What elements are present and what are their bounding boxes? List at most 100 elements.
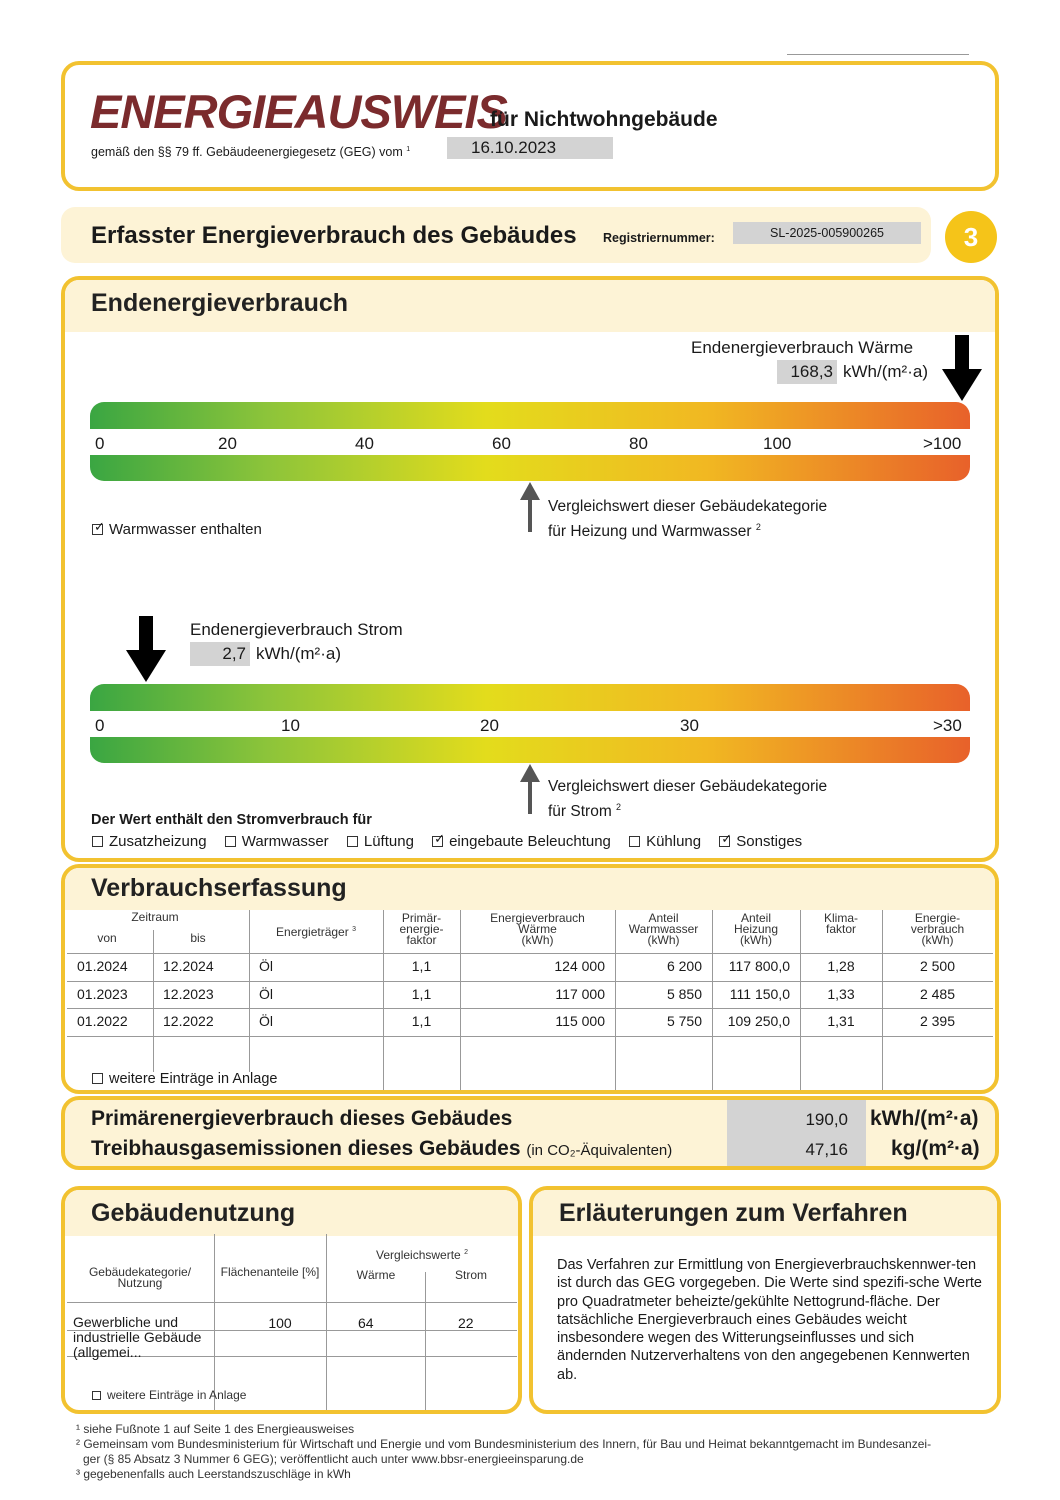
- strom-label: Endenergieverbrauch Strom: [190, 620, 403, 639]
- waerme-compare: Vergleichswert dieser Gebäudekategorie f…: [548, 496, 827, 542]
- footnote-ref: 3: [352, 926, 356, 933]
- table-cell: 115 000: [555, 1013, 605, 1029]
- table-cell: 12.2024: [163, 958, 214, 974]
- option-label: Kühlung: [646, 833, 702, 850]
- checkbox-icon: [92, 1391, 101, 1400]
- strom-tick: 0: [95, 716, 105, 735]
- arrow-down-icon: [126, 616, 166, 682]
- warmwasser-label: Warmwasser enthalten: [109, 521, 262, 538]
- erlaeuterung-title: Erläuterungen zum Verfahren: [559, 1199, 908, 1227]
- endenergie-header: [65, 280, 995, 332]
- divider: [67, 1036, 993, 1037]
- table-cell: 1,1: [411, 986, 432, 1002]
- strom-scale-bar-bottom: [90, 737, 970, 763]
- table-cell: 1,28: [827, 958, 855, 974]
- option-zusatzheizung[interactable]: Zusatzheizung: [92, 833, 207, 850]
- divider: [615, 910, 616, 1090]
- divider: [326, 1234, 327, 1410]
- arrow-down-icon: [942, 335, 982, 401]
- endenergie-title: Endenergieverbrauch: [91, 289, 349, 317]
- table-cell: Öl: [259, 958, 273, 974]
- nutzung-waerme: 64: [358, 1315, 374, 1331]
- option-warmwasser[interactable]: Warmwasser: [224, 833, 329, 850]
- table-cell: Öl: [259, 986, 273, 1002]
- nutzung-more-checkbox[interactable]: weitere Einträge in Anlage: [92, 1388, 246, 1402]
- footnote: ¹ siehe Fußnote 1 auf Seite 1 des Energi…: [76, 1422, 355, 1436]
- header-vergleich: Vergleichswerte 2: [327, 1247, 517, 1261]
- option-kuehlung[interactable]: Kühlung: [629, 833, 701, 850]
- checkbox-icon: [224, 836, 236, 847]
- strom-tick: 10: [281, 716, 300, 735]
- footnote-ref: 2: [755, 522, 761, 532]
- checkbox-checked-icon: ✓: [92, 519, 105, 535]
- checkbox-icon: [629, 836, 641, 847]
- compare-line1: Vergleichswert dieser Gebäudekategorie: [548, 498, 828, 515]
- option-label: Warmwasser: [241, 833, 329, 850]
- page-number-badge: 3: [945, 211, 997, 263]
- document-subtitle: für Nichtwohngebäude: [490, 108, 718, 131]
- table-cell: 124 000: [554, 958, 605, 974]
- table-cell: 1,33: [827, 986, 855, 1002]
- divider: [882, 910, 883, 1090]
- verbrauch-title: Verbrauchserfassung: [91, 874, 347, 902]
- nutzung-kategorie: Gewerbliche und industrielle Gebäude (al…: [73, 1314, 202, 1360]
- header-ww: Anteil Warmwasser (kWh): [628, 911, 699, 947]
- divider: [67, 1330, 517, 1331]
- divider: [67, 1008, 993, 1009]
- erlaeuterung-text: Das Verfahren zur Ermittlung von Energie…: [557, 1257, 982, 1383]
- erlaeuterung-box: [529, 1186, 1001, 1414]
- checkbox-icon: [92, 1073, 103, 1084]
- waerme-tick: 0: [95, 434, 105, 453]
- divider: [712, 910, 713, 1090]
- primaer-label: Primärenergieverbrauch dieses Gebäudes: [91, 1107, 513, 1130]
- footnote: ger (§ 85 Absatz 3 Nummer 6 GEG); veröff…: [83, 1452, 584, 1466]
- issue-date: 16.10.2023: [447, 137, 613, 159]
- footnote-ref: 1: [406, 145, 411, 153]
- waerme-scale-bar-bottom: [90, 455, 970, 481]
- strom-tick: >30: [933, 716, 962, 735]
- option-sonstiges[interactable]: ✓ Sonstiges: [719, 831, 803, 850]
- table-cell: 109 250,0: [727, 1013, 790, 1029]
- strom-compare: Vergleichswert dieser Gebäudekategorie f…: [548, 776, 827, 822]
- strom-options: Zusatzheizung Warmwasser Lüftung ✓ eingeb…: [92, 831, 803, 850]
- option-lueftung[interactable]: Lüftung: [346, 833, 414, 850]
- thg-label-text: Treibhausgasemissionen dieses Gebäudes: [91, 1137, 521, 1160]
- option-beleuchtung[interactable]: ✓ eingebaute Beleuchtung: [432, 831, 611, 850]
- vergleich-text: Vergleichswerte: [376, 1248, 461, 1262]
- header-bis: bis: [190, 931, 206, 945]
- waerme-tick: 100: [763, 434, 792, 453]
- table-cell: 01.2022: [77, 1013, 128, 1029]
- section-title: Erfasster Energieverbrauch des Gebäudes: [91, 222, 577, 249]
- checkbox-checked-icon: ✓: [432, 831, 445, 847]
- footnote: ² Gemeinsam vom Bundesministerium für Wi…: [76, 1437, 932, 1451]
- verbrauch-more-checkbox[interactable]: weitere Einträge in Anlage: [92, 1071, 277, 1087]
- table-cell: 01.2024: [77, 958, 128, 974]
- divider: [67, 1356, 517, 1357]
- option-label: Zusatzheizung: [109, 833, 207, 850]
- erlaeuterung-header: [533, 1190, 997, 1236]
- more-label: weitere Einträge in Anlage: [109, 1071, 278, 1087]
- divider: [800, 910, 801, 1090]
- header-flaeche: Flächenanteile [%]: [220, 1265, 320, 1279]
- traeger-text: Energieträger: [276, 925, 349, 939]
- header-kategorie: Gebäudekategorie/ Nutzung: [88, 1265, 192, 1290]
- compare-line2: für Heizung und Warmwasser 2: [548, 517, 827, 542]
- warmwasser-checkbox[interactable]: ✓ Warmwasser enthalten: [92, 519, 262, 538]
- reg-label: Registriernummer:: [603, 231, 715, 245]
- strom-includes-label: Der Wert enthält den Stromverbrauch für: [91, 812, 372, 828]
- option-label: Sonstiges: [736, 833, 803, 850]
- table-cell: 12.2023: [163, 986, 214, 1002]
- primaer-box: [61, 1096, 999, 1170]
- waerme-tick: 20: [218, 434, 237, 453]
- header-von: von: [97, 931, 117, 945]
- nutzung-header: [65, 1190, 518, 1236]
- table-cell: 117 000: [555, 986, 605, 1002]
- top-rule: [787, 54, 969, 55]
- strom-tick: 30: [680, 716, 699, 735]
- document-title: ENERGIEAUSWEIS: [90, 85, 508, 138]
- option-label: eingebaute Beleuchtung: [449, 833, 611, 850]
- verbrauch-header: [65, 868, 995, 910]
- table-cell: 2 500: [919, 958, 956, 974]
- table-cell: 01.2023: [77, 986, 128, 1002]
- divider: [214, 1234, 215, 1410]
